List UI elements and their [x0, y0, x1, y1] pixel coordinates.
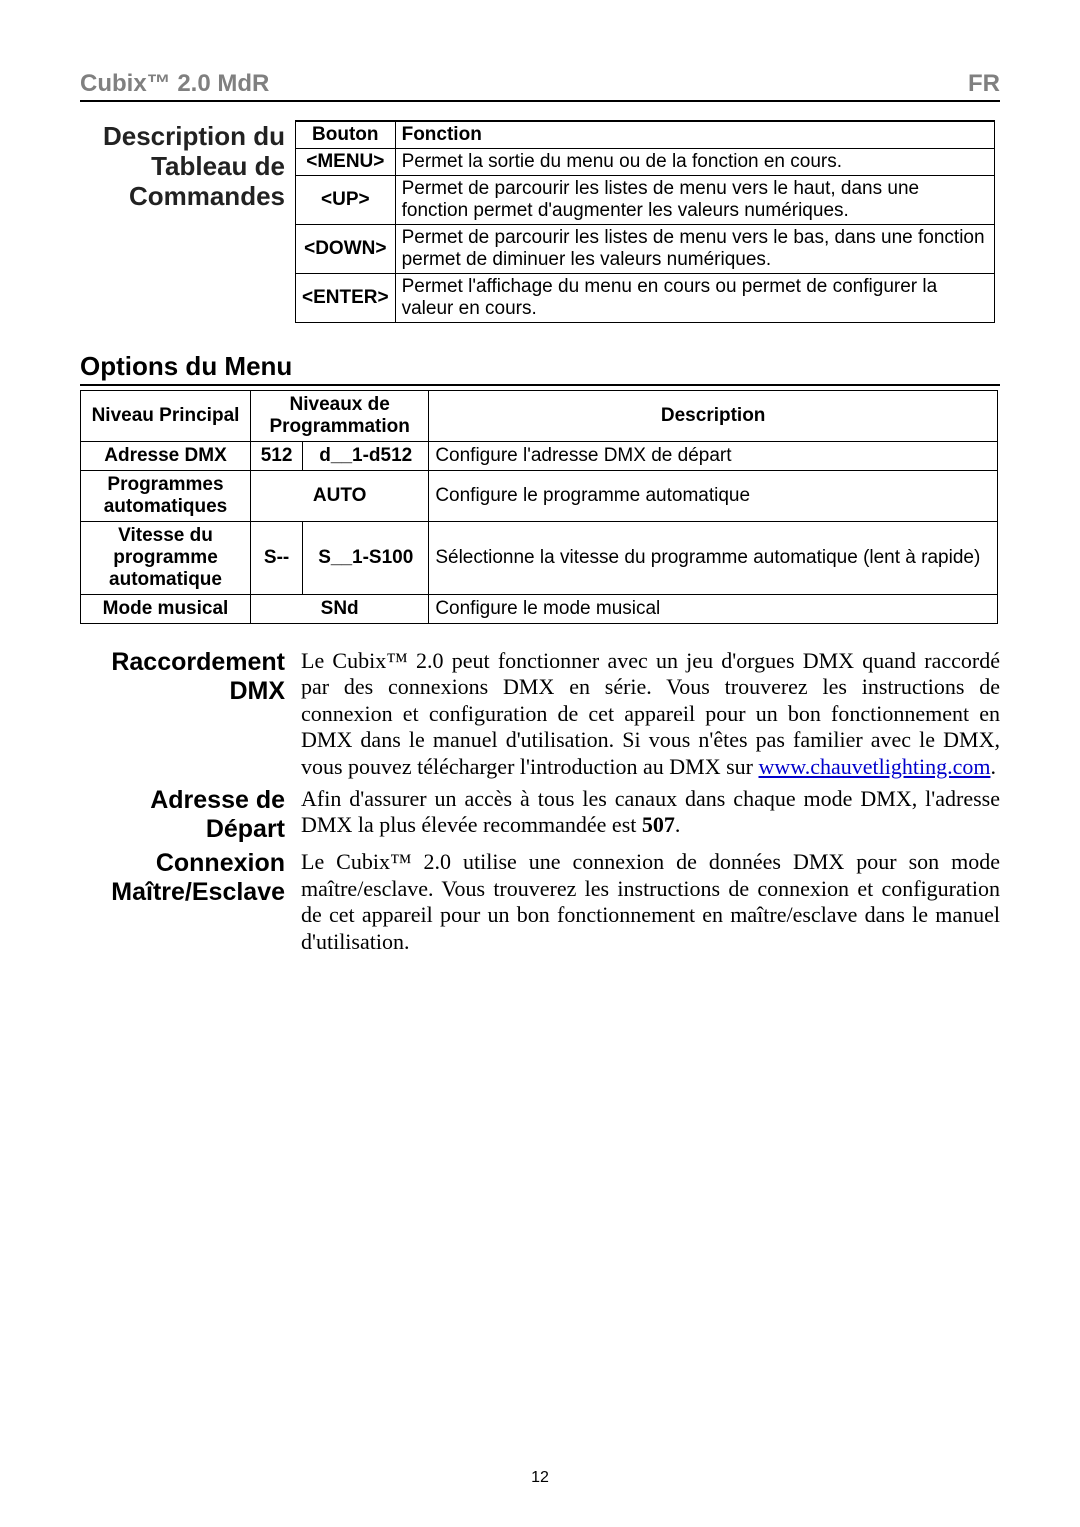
table-row: <UP> Permet de parcourir les listes de m…	[296, 176, 995, 225]
section-commands: Description du Tableau de Commandes Bout…	[80, 120, 1000, 323]
th-button: Bouton	[296, 121, 396, 149]
options-title: Options du Menu	[80, 351, 1000, 386]
cell-desc: Configure l'adresse DMX de départ	[429, 442, 998, 471]
dmx-link[interactable]: www.chauvetlighting.com	[759, 754, 991, 779]
page-number: 12	[0, 1469, 1080, 1487]
th-function: Fonction	[395, 121, 994, 149]
cell-main: Vitesse du programme automatique	[81, 522, 251, 595]
dmx-body: Le Cubix™ 2.0 peut fonctionner avec un j…	[301, 648, 1000, 780]
table-row: Vitesse du programme automatique S-- S__…	[81, 522, 998, 595]
page: Cubix™ 2.0 MdR FR Description du Tableau…	[0, 0, 1080, 1527]
th-prog: Niveaux de Programmation	[251, 391, 429, 442]
commands-table: Bouton Fonction <MENU> Permet la sortie …	[295, 120, 995, 323]
cell-desc: Configure le programme automatique	[429, 471, 998, 522]
table-row: <MENU> Permet la sortie du menu ou de la…	[296, 149, 995, 176]
commands-title: Description du Tableau de Commandes	[80, 120, 285, 323]
cell-function: Permet l'affichage du menu en cours ou p…	[395, 274, 994, 323]
cell-button: <UP>	[296, 176, 396, 225]
header-product: Cubix™ 2.0 MdR	[80, 70, 269, 98]
addr-bold: 507	[642, 812, 675, 837]
cell-button: <ENTER>	[296, 274, 396, 323]
table-row: Mode musical SNd Configure le mode music…	[81, 595, 998, 624]
cell-main: Mode musical	[81, 595, 251, 624]
cell-p12: SNd	[251, 595, 429, 624]
table-row: <DOWN> Permet de parcourir les listes de…	[296, 225, 995, 274]
table-row: Programmes automatiques AUTO Configure l…	[81, 471, 998, 522]
bottom-sections: Raccordement DMX Le Cubix™ 2.0 peut fonc…	[80, 648, 1000, 955]
cell-p1: 512	[251, 442, 303, 471]
table-row: Adresse DMX 512 d__1-d512 Configure l'ad…	[81, 442, 998, 471]
cell-desc: Configure le mode musical	[429, 595, 998, 624]
cell-desc: Sélectionne la vitesse du programme auto…	[429, 522, 998, 595]
dmx-text-post: .	[990, 754, 996, 779]
cell-p12: AUTO	[251, 471, 429, 522]
table-header-row: Niveau Principal Niveaux de Programmatio…	[81, 391, 998, 442]
cell-function: Permet la sortie du menu ou de la foncti…	[395, 149, 994, 176]
cell-p1: S--	[251, 522, 303, 595]
section-addr: Adresse de Départ Afin d'assurer un accè…	[80, 786, 1000, 844]
addr-text-post: .	[675, 812, 681, 837]
table-header-row: Bouton Fonction	[296, 121, 995, 149]
dmx-label: Raccordement DMX	[80, 648, 285, 780]
cell-button: <MENU>	[296, 149, 396, 176]
cell-p2: d__1-d512	[303, 442, 429, 471]
header-lang: FR	[968, 70, 1000, 98]
options-table: Niveau Principal Niveaux de Programmatio…	[80, 390, 998, 624]
th-main: Niveau Principal	[81, 391, 251, 442]
table-row: <ENTER> Permet l'affichage du menu en co…	[296, 274, 995, 323]
ms-label: Connexion Maître/Esclave	[80, 849, 285, 955]
th-desc: Description	[429, 391, 998, 442]
addr-label: Adresse de Départ	[80, 786, 285, 844]
cell-function: Permet de parcourir les listes de menu v…	[395, 225, 994, 274]
section-ms: Connexion Maître/Esclave Le Cubix™ 2.0 u…	[80, 849, 1000, 955]
cell-main: Adresse DMX	[81, 442, 251, 471]
ms-body: Le Cubix™ 2.0 utilise une connexion de d…	[301, 849, 1000, 955]
addr-body: Afin d'assurer un accès à tous les canau…	[301, 786, 1000, 844]
cell-p2: S__1-S100	[303, 522, 429, 595]
page-header: Cubix™ 2.0 MdR FR	[80, 70, 1000, 102]
cell-main: Programmes automatiques	[81, 471, 251, 522]
cell-function: Permet de parcourir les listes de menu v…	[395, 176, 994, 225]
cell-button: <DOWN>	[296, 225, 396, 274]
section-dmx: Raccordement DMX Le Cubix™ 2.0 peut fonc…	[80, 648, 1000, 780]
